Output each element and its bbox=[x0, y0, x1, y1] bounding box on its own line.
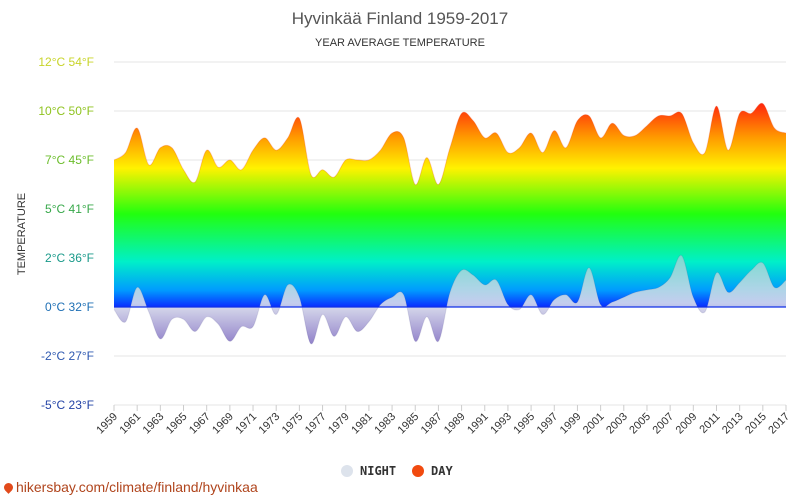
x-tick-label: 1959 bbox=[94, 411, 120, 437]
x-tick-label: 1985 bbox=[396, 411, 422, 437]
x-tick-label: 2011 bbox=[697, 411, 722, 436]
x-tick-label: 2015 bbox=[743, 411, 769, 437]
x-tick-label: 1999 bbox=[558, 411, 584, 437]
x-tick-label: 1979 bbox=[326, 411, 352, 437]
y-tick-label: 7°C 45°F bbox=[45, 153, 94, 167]
y-tick-label: 12°C 54°F bbox=[38, 55, 94, 69]
legend-label: DAY bbox=[431, 464, 453, 478]
y-tick-label: 0°C 32°F bbox=[45, 300, 94, 314]
chart-subtitle: YEAR AVERAGE TEMPERATURE bbox=[315, 37, 485, 49]
x-tick-label: 2009 bbox=[674, 411, 700, 437]
x-tick-label: 1975 bbox=[280, 411, 306, 437]
y-tick-label: -5°C 23°F bbox=[41, 398, 94, 412]
source-link[interactable]: hikersbay.com/climate/finland/hyvinkaa bbox=[2, 479, 258, 495]
x-tick-label: 2017 bbox=[766, 411, 792, 437]
legend-item-day[interactable]: DAY bbox=[412, 464, 453, 478]
x-tick-label: 1981 bbox=[349, 411, 375, 437]
x-tick-label: 1967 bbox=[187, 411, 213, 437]
x-tick-label: 1961 bbox=[117, 411, 143, 437]
x-tick-label: 1991 bbox=[465, 411, 491, 437]
night-area bbox=[114, 255, 786, 344]
y-tick-label: -2°C 27°F bbox=[41, 349, 94, 363]
x-tick-label: 1971 bbox=[233, 411, 259, 437]
location-pin-icon bbox=[2, 481, 15, 494]
x-tick-label: 1993 bbox=[488, 411, 514, 437]
chart-title: Hyvinkää Finland 1959-2017 bbox=[292, 9, 508, 28]
y-tick-label: 10°C 50°F bbox=[38, 104, 94, 118]
series-layer bbox=[113, 102, 787, 345]
x-tick-label: 1987 bbox=[419, 411, 445, 437]
x-tick-label: 1969 bbox=[210, 411, 236, 437]
x-tick-label: 2005 bbox=[627, 411, 653, 437]
x-tick-label: 1995 bbox=[511, 411, 537, 437]
y-axis-label: TEMPERATURE bbox=[16, 193, 28, 275]
x-tick-label: 2003 bbox=[604, 411, 630, 437]
x-tick-label: 1965 bbox=[164, 411, 190, 437]
x-tick-label: 1973 bbox=[257, 411, 283, 437]
x-tick-label: 1963 bbox=[141, 411, 167, 437]
source-text: hikersbay.com/climate/finland/hyvinkaa bbox=[16, 479, 258, 495]
x-tick-label: 1983 bbox=[372, 411, 398, 437]
night-series-line bbox=[113, 254, 787, 345]
legend-label: NIGHT bbox=[360, 464, 396, 478]
y-tick-label: 5°C 41°F bbox=[45, 202, 94, 216]
legend-item-night[interactable]: NIGHT bbox=[341, 464, 396, 478]
y-tick-label: 2°C 36°F bbox=[45, 251, 94, 265]
legend-marker bbox=[341, 465, 353, 477]
x-axis-ticks: 1959196119631965196719691971197319751977… bbox=[94, 405, 792, 436]
x-tick-label: 2013 bbox=[720, 411, 746, 437]
legend: NIGHT DAY bbox=[341, 464, 453, 478]
y-axis-ticks: 12°C 54°F 10°C 50°F 7°C 45°F 5°C 41°F 2°C 36… bbox=[38, 55, 94, 412]
x-tick-label: 2001 bbox=[581, 411, 607, 437]
day-area bbox=[114, 103, 786, 307]
day-series-line bbox=[113, 102, 787, 186]
x-tick-label: 1977 bbox=[303, 411, 329, 437]
x-tick-label: 1989 bbox=[442, 411, 468, 437]
x-tick-label: 2007 bbox=[650, 411, 676, 437]
legend-marker bbox=[412, 465, 424, 477]
x-tick-label: 1997 bbox=[535, 411, 561, 437]
